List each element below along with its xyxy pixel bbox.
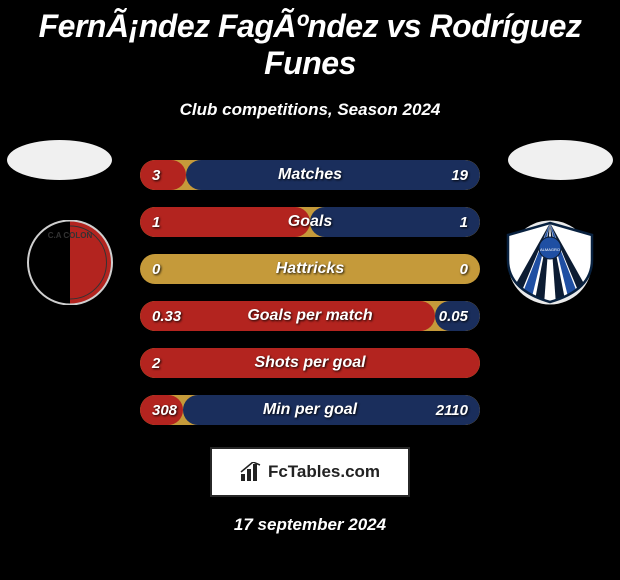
- metric-label: Goals per match: [140, 301, 480, 331]
- club-crest-right: ALMAGRO: [500, 220, 600, 305]
- metric-bars: 3Matches19 1Goals1 0Hattricks0 0.33Goals pe…: [140, 160, 480, 425]
- branding-text: FcTables.com: [268, 462, 380, 482]
- metric-row: 0.33Goals per match0.05: [140, 301, 480, 331]
- comparison-chart: C.A COLON ALMAGRO: [0, 160, 620, 425]
- metric-label: Matches: [140, 160, 480, 190]
- metric-row: 3Matches19: [140, 160, 480, 190]
- metric-row: 0Hattricks0: [140, 254, 480, 284]
- branding-chart-icon: [240, 462, 262, 482]
- page-title: FernÃ¡ndez FagÃºndez vs Rodríguez Funes: [0, 0, 620, 82]
- metric-label: Hattricks: [140, 254, 480, 284]
- metric-value-right: 1: [460, 207, 468, 237]
- metric-row: 1Goals1: [140, 207, 480, 237]
- metric-row: 308Min per goal2110: [140, 395, 480, 425]
- metric-label: Shots per goal: [140, 348, 480, 378]
- metric-label: Goals: [140, 207, 480, 237]
- player-photo-left: [7, 140, 112, 180]
- svg-text:C.A COLON: C.A COLON: [48, 231, 93, 240]
- club-crest-left: C.A COLON: [20, 220, 120, 305]
- player-photo-right: [508, 140, 613, 180]
- metric-row: 2Shots per goal: [140, 348, 480, 378]
- metric-value-right: 2110: [436, 395, 468, 425]
- branding-badge[interactable]: FcTables.com: [210, 447, 410, 497]
- metric-value-right: 0.05: [439, 301, 468, 331]
- date-line: 17 september 2024: [0, 515, 620, 535]
- metric-label: Min per goal: [140, 395, 480, 425]
- subtitle: Club competitions, Season 2024: [0, 100, 620, 120]
- metric-value-right: 0: [460, 254, 468, 284]
- svg-text:ALMAGRO: ALMAGRO: [540, 247, 560, 252]
- metric-value-right: 19: [451, 160, 468, 190]
